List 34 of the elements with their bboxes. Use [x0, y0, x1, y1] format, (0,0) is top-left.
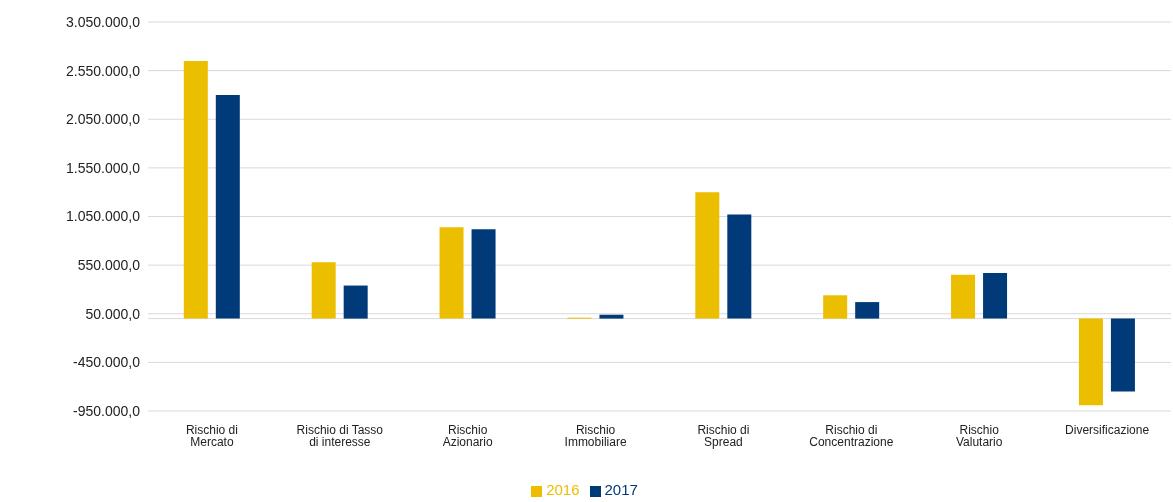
bar — [311, 262, 336, 319]
bar — [823, 295, 848, 319]
bar — [471, 229, 496, 319]
y-tick-label: 50.000,0 — [85, 305, 141, 322]
bar — [183, 60, 208, 319]
bar — [855, 302, 880, 319]
x-tick-label: Rischio di Tasso di interesse — [296, 422, 384, 449]
legend-label: 2016 — [546, 481, 580, 498]
bar — [1110, 318, 1135, 392]
y-tick-label: 550.000,0 — [77, 257, 141, 274]
x-tick-label: Rischio Valutario — [955, 422, 1003, 449]
y-tick-label: 2.550.000,0 — [66, 62, 141, 79]
y-tick-label: -450.000,0 — [73, 354, 141, 371]
bar — [1078, 318, 1103, 406]
x-tick-label: Diversificazione — [1065, 422, 1150, 437]
bar — [727, 214, 752, 319]
x-tick-label: Rischio di Concentrazione — [809, 422, 894, 449]
y-tick-label: 3.050.000,0 — [66, 13, 141, 30]
bar — [439, 227, 464, 319]
bar — [599, 314, 624, 319]
y-tick-label: 1.050.000,0 — [66, 208, 141, 225]
x-tick-label: Rischio Immobiliare — [564, 422, 627, 449]
y-tick-label: -950.000,0 — [73, 402, 141, 419]
bar — [215, 94, 240, 319]
x-tick-label: Rischio di Spread — [697, 422, 750, 449]
y-tick-label: 2.050.000,0 — [66, 111, 141, 128]
x-tick-label: Rischio di Mercato — [185, 422, 238, 449]
bar — [695, 192, 720, 319]
legend-label: 2017 — [604, 481, 638, 498]
bar — [343, 285, 368, 319]
y-tick-label: 1.550.000,0 — [66, 159, 141, 176]
bar — [951, 274, 976, 319]
bar — [983, 272, 1008, 319]
x-tick-label: Rischio Azionario — [442, 422, 494, 449]
